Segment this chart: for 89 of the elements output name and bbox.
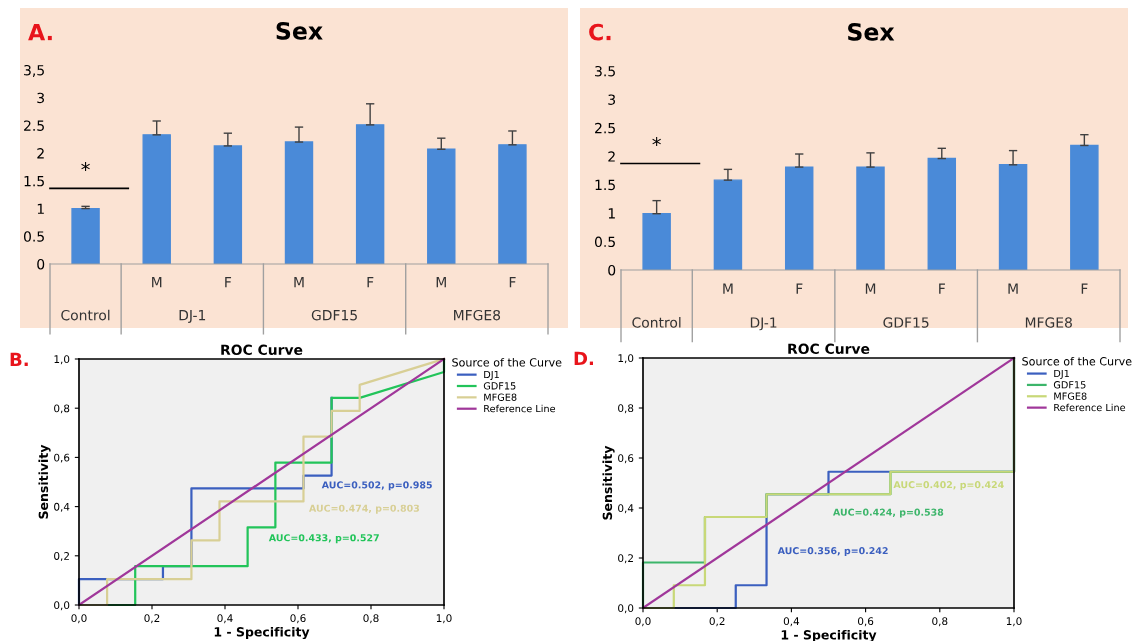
y-tick-label: 0,6 <box>54 453 70 463</box>
x-tick-label: 0,2 <box>144 614 160 624</box>
y-tick-label: 0,0 <box>618 604 634 614</box>
y-tick-label: 0.5 <box>23 231 44 242</box>
x-tick-label: F <box>225 277 232 288</box>
x-tick-label: 1,0 <box>436 614 452 624</box>
text: Control <box>632 317 681 328</box>
annotation: * <box>652 137 661 146</box>
y-tick-label: 0,2 <box>618 554 633 564</box>
y-tick-label: 3 <box>37 92 45 104</box>
legend-label: GDF15 <box>483 382 516 390</box>
x-tick-label: M <box>865 283 876 294</box>
text: D. <box>574 351 593 365</box>
legend-label: MFGE8 <box>1054 392 1087 400</box>
y-tick-label: 3.5 <box>595 65 615 77</box>
x-tick-label: 0,6 <box>858 617 874 627</box>
text: C. <box>589 23 611 41</box>
legend-label: Reference Line <box>484 404 556 413</box>
legend-label: GDF15 <box>1053 381 1086 389</box>
annotation: AUC=0.502, p=0.985 <box>321 481 432 491</box>
text: DJ-1 <box>179 310 206 323</box>
legend-label: DJ1 <box>1054 369 1069 379</box>
chart-title: Sex <box>276 21 323 40</box>
x-tick-label: M <box>723 283 733 294</box>
text: DJ-1 <box>750 317 777 331</box>
y-tick-label: 1 <box>608 208 615 219</box>
y-tick-label: 0 <box>608 264 616 276</box>
y-tick-label: 2 <box>37 148 44 159</box>
y-tick-label: 0,4 <box>54 502 70 512</box>
legend-label: MFGE8 <box>484 393 517 401</box>
y-tick-label: 3,5 <box>24 64 44 77</box>
y-tick-label: 2.5 <box>595 122 615 134</box>
x-tick-label: F <box>1081 283 1088 294</box>
y-tick-label: 0.5 <box>594 236 615 248</box>
y-tick-label: 1,0 <box>54 355 70 365</box>
x-tick-label: 0,8 <box>363 614 379 624</box>
legend-title: Source of the Curve <box>452 357 562 367</box>
y-axis-title: Sensitivity <box>602 445 615 520</box>
x-tick-label: F <box>509 277 516 288</box>
legend-label: DJ1 <box>484 370 499 380</box>
x-tick-label: F <box>367 277 374 288</box>
annotation: * <box>81 162 90 171</box>
y-tick-label: 1 <box>37 203 44 214</box>
x-tick-label: M <box>152 277 162 288</box>
text: Control <box>61 309 110 321</box>
x-tick-label: 0,8 <box>932 617 948 627</box>
text: A. <box>28 23 52 41</box>
y-tick-label: 1.5 <box>595 179 615 191</box>
y-tick-label: 3 <box>608 94 616 105</box>
x-tick-label: F <box>939 283 945 294</box>
y-tick-label: 2 <box>608 151 615 162</box>
y-tick-label: 0,8 <box>618 404 634 414</box>
y-tick-label: 0 <box>37 258 45 270</box>
y-tick-label: 0,8 <box>54 404 70 414</box>
annotation: AUC=0.402, p=0.424 <box>893 481 1004 491</box>
y-tick-label: 0,2 <box>54 552 69 561</box>
x-axis-title: 1 - Specificity <box>214 626 310 640</box>
x-tick-label: M <box>1008 283 1018 294</box>
y-tick-label: 0,0 <box>54 601 70 611</box>
text: B. <box>10 352 28 366</box>
annotation: AUC=0.356, p=0.242 <box>777 547 888 557</box>
x-tick-label: 0,6 <box>290 614 306 624</box>
x-tick-label: 0,0 <box>71 614 87 624</box>
text: MFGE8 <box>1025 317 1072 328</box>
x-tick-label: 0,4 <box>217 614 233 624</box>
annotation: AUC=0.474, p=0.803 <box>309 504 420 514</box>
annotation: AUC=0.433, p=0.527 <box>268 534 379 544</box>
x-tick-label: M <box>294 277 304 288</box>
chart-title: ROC Curve <box>221 344 303 356</box>
x-tick-label: 0,4 <box>783 617 800 627</box>
x-tick-label: 0,0 <box>635 617 651 627</box>
chart-title: ROC Curve <box>788 343 870 355</box>
legend-label: Reference Line <box>1054 403 1126 412</box>
annotation: AUC=0.424, p=0.538 <box>833 508 944 518</box>
legend-title: Source of the Curve <box>1022 356 1132 366</box>
chart-title: Sex <box>848 22 895 41</box>
x-tick-label: 1,0 <box>1006 617 1022 627</box>
y-tick-label: 2.5 <box>24 120 44 131</box>
y-tick-label: 1.5 <box>24 176 44 187</box>
x-tick-label: M <box>436 277 446 288</box>
text: GDF15 <box>311 309 357 321</box>
x-tick-label: 0,2 <box>709 617 725 627</box>
text: MFGE8 <box>454 309 501 321</box>
y-tick-label: 0,4 <box>618 504 634 514</box>
y-axis-title: Sensitivity <box>38 444 51 519</box>
y-tick-label: 1,0 <box>618 354 634 364</box>
text: GDF15 <box>883 317 929 328</box>
x-tick-label: F <box>796 283 803 294</box>
y-tick-label: 0,6 <box>618 454 634 464</box>
